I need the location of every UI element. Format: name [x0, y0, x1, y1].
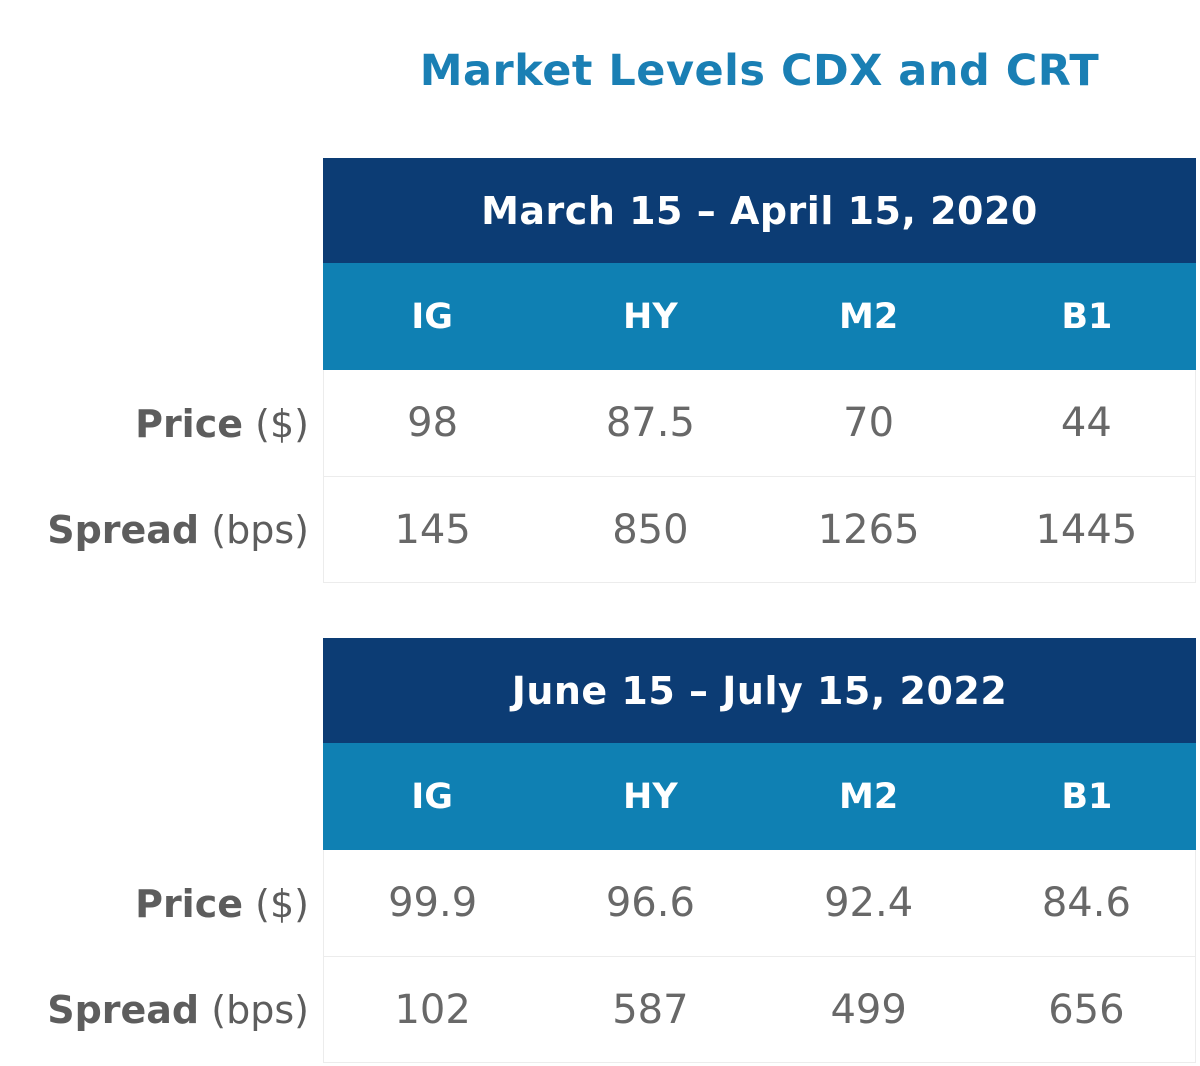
column-header-hy: HY: [541, 743, 760, 850]
row-label-spread: Spread (bps): [0, 957, 323, 1063]
column-header-b1: B1: [977, 743, 1196, 850]
value-cell: 499: [759, 957, 978, 1063]
column-header-ig: IG: [323, 263, 542, 370]
value-cell: 587: [541, 957, 760, 1063]
row-label-price-unit: ($): [255, 881, 309, 926]
value-cell: 98: [323, 370, 542, 477]
row-label-spread-name: Spread: [47, 508, 200, 552]
column-header-b1: B1: [977, 263, 1196, 370]
value-cell: 1445: [977, 477, 1196, 583]
value-cell: 44: [977, 370, 1196, 477]
table-march-april-2020: March 15 – April 15, 2020 IG HY M2 B1 Pr…: [0, 158, 1196, 583]
value-cell: 102: [323, 957, 542, 1063]
row-label-spread: Spread (bps): [0, 477, 323, 583]
row-label-price-unit: ($): [255, 401, 309, 446]
value-cell: 87.5: [541, 370, 760, 477]
value-cell: 145: [323, 477, 542, 583]
column-header-m2: M2: [759, 263, 978, 370]
column-header-ig: IG: [323, 743, 542, 850]
row-label-price: Price ($): [0, 370, 323, 477]
value-cell: 70: [759, 370, 978, 477]
period-header: June 15 – July 15, 2022: [323, 638, 1196, 743]
row-label-price-name: Price: [135, 401, 244, 446]
column-header-m2: M2: [759, 743, 978, 850]
row-label-price: Price ($): [0, 850, 323, 957]
value-cell: 1265: [759, 477, 978, 583]
row-label-spread-unit: (bps): [211, 508, 309, 552]
value-cell: 92.4: [759, 850, 978, 957]
value-cell: 99.9: [323, 850, 542, 957]
column-header-hy: HY: [541, 263, 760, 370]
row-label-spread-unit: (bps): [211, 988, 309, 1032]
row-label-spread-name: Spread: [47, 988, 200, 1032]
value-cell: 84.6: [977, 850, 1196, 957]
value-cell: 96.6: [541, 850, 760, 957]
value-cell: 850: [541, 477, 760, 583]
value-cell: 656: [977, 957, 1196, 1063]
page-title: Market Levels CDX and CRT: [419, 46, 1100, 96]
table-june-july-2022: June 15 – July 15, 2022 IG HY M2 B1 Pric…: [0, 638, 1196, 1063]
period-header: March 15 – April 15, 2020: [323, 158, 1196, 263]
row-label-price-name: Price: [135, 881, 244, 926]
